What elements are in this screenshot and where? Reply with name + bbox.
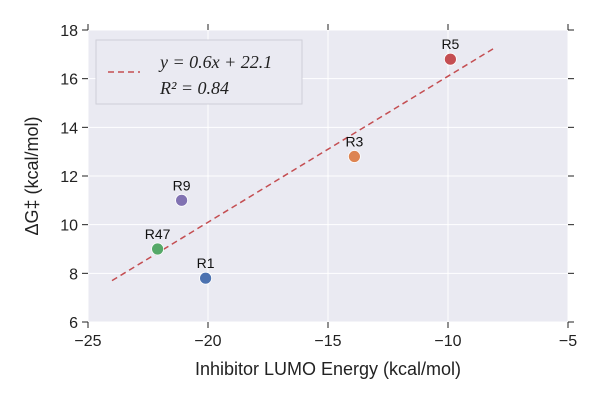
x-tick-label: −10 <box>434 333 461 350</box>
x-tick-label: −15 <box>314 333 341 350</box>
point-label: R9 <box>173 177 191 193</box>
point-label: R3 <box>345 134 363 150</box>
y-tick-label: 16 <box>60 72 78 89</box>
data-point <box>175 193 189 207</box>
x-tick-label: −20 <box>194 333 221 350</box>
y-tick-label: 18 <box>60 23 78 40</box>
y-tick-label: 8 <box>69 266 78 283</box>
legend-equation: y = 0.6x + 22.1 <box>158 52 272 72</box>
legend-r-squared: R² = 0.84 <box>159 78 229 98</box>
x-tick-label: −25 <box>74 333 101 350</box>
axis-ticks: −25 −20 −15 −10 −5 6 8 10 12 14 16 18 <box>60 23 577 350</box>
legend: y = 0.6x + 22.1 R² = 0.84 <box>95 39 303 105</box>
point-label: R1 <box>197 255 215 271</box>
y-tick-label: 14 <box>60 120 78 137</box>
fit-line <box>111 46 497 282</box>
y-tick-label: 6 <box>69 315 78 332</box>
x-axis-title: Inhibitor LUMO Energy (kcal/mol) <box>195 359 461 379</box>
data-point <box>151 242 165 256</box>
data-points: R1 R47 R9 R3 R5 <box>145 36 460 285</box>
data-point <box>199 271 213 285</box>
y-tick-label: 12 <box>60 169 78 186</box>
x-tick-label: −5 <box>559 333 577 350</box>
y-axis-title: ΔG‡ (kcal/mol) <box>22 116 42 235</box>
data-point <box>443 52 457 66</box>
point-label: R47 <box>145 226 171 242</box>
point-label: R5 <box>441 36 459 52</box>
grid-lines <box>87 29 569 323</box>
y-tick-label: 10 <box>60 218 78 235</box>
fit-line-layer <box>111 46 497 282</box>
data-point <box>347 150 361 163</box>
